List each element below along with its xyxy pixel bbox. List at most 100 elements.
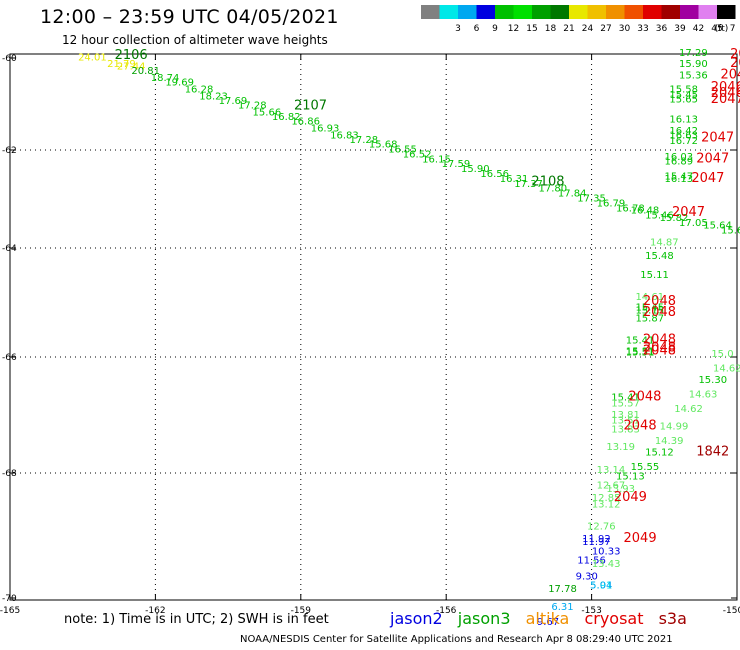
swh-label: 14.63	[689, 390, 718, 401]
swh-label: 15.31	[626, 346, 655, 357]
swh-label: 6.31	[551, 602, 573, 613]
scale-swatch	[439, 5, 458, 19]
scale-label: 33	[637, 24, 648, 34]
scale-label: 24	[582, 24, 594, 34]
swh-label: 14.61	[635, 292, 664, 303]
pass-number-label: 2047	[701, 131, 734, 146]
pass-number-label: 2048	[643, 305, 676, 320]
scale-label: 12	[508, 24, 519, 34]
scale-swatch	[698, 5, 717, 19]
swh-label: 5.91	[590, 581, 612, 592]
swh-label: 15.51	[626, 347, 655, 358]
x-tick-label: -159	[291, 606, 312, 616]
scale-swatch	[532, 5, 551, 19]
y-tick-label: -64	[2, 244, 17, 254]
swh-label: 13.51	[611, 416, 640, 427]
scale-swatch	[513, 5, 532, 19]
pass-number-label: 2046	[730, 56, 740, 71]
swh-label: 24.01	[78, 52, 107, 63]
y-tick-label: -62	[2, 146, 17, 156]
pass-number-label: 2048	[628, 390, 661, 405]
pass-number-label: 2048	[643, 343, 676, 358]
swh-label: 11.97	[582, 537, 611, 548]
scale-swatch	[476, 5, 495, 19]
swh-label: 16.63	[669, 131, 698, 142]
scale-label: 15	[526, 24, 537, 34]
swh-label: 15.41	[611, 393, 640, 404]
swh-label: 15.87	[635, 314, 664, 325]
swh-label: 5.04	[590, 581, 612, 592]
swh-label: 15.45	[635, 303, 664, 314]
swh-label: 9.30	[576, 571, 598, 582]
swh-label: 15.55	[631, 462, 660, 473]
swh-label: 12.85	[592, 493, 621, 504]
swh-label: 15.48	[645, 251, 674, 262]
swh-label: 16.13	[669, 114, 698, 125]
scale-swatch	[550, 5, 569, 19]
swh-label: 15.46	[645, 211, 674, 222]
swh-label: 17.28	[238, 101, 267, 112]
footnote: note: 1) Time is in UTC; 2) SWH is in fe…	[64, 612, 329, 627]
scale-label: 45	[711, 24, 722, 34]
swh-label: 15.6	[721, 225, 740, 236]
swh-label: 14.62	[674, 404, 703, 415]
pass-number-label: 2046	[711, 80, 740, 95]
swh-label: 16.48	[631, 206, 660, 217]
legend-jason2: jason2	[390, 609, 443, 628]
x-tick-label: -153	[581, 606, 601, 616]
scale-label: 36	[656, 24, 668, 34]
scale-label: 6	[474, 24, 480, 34]
scale-label: 18	[545, 24, 557, 34]
swh-label: 13.81	[611, 410, 640, 421]
swh-label: 16.86	[291, 117, 320, 128]
swh-label: 15.58	[669, 85, 698, 96]
scale-swatch	[606, 5, 625, 19]
swh-label: 17.28	[349, 135, 378, 146]
swh-label: 15.66	[253, 108, 282, 119]
swh-label: 17.29	[679, 48, 708, 59]
swh-label: 12.67	[597, 481, 626, 492]
pass-number-label: 2048	[643, 332, 676, 347]
pass-number-label: 2107	[294, 99, 327, 114]
swh-label: 16.55	[388, 144, 417, 155]
swh-label: 16.82	[272, 112, 301, 123]
swh-label: 15.13	[616, 471, 645, 482]
pass-number-label: 2048	[643, 341, 676, 356]
wave-height-color-scale: 36912151821242730333639424570(ft)	[421, 5, 736, 34]
credit-line: NOAA/NESDIS Center for Satellite Applica…	[240, 634, 673, 645]
swh-label: 9.67	[537, 617, 559, 628]
swh-label: 13.14	[597, 465, 626, 476]
scale-swatch	[643, 5, 662, 19]
pass-number-label: 2106	[115, 48, 148, 63]
pass-number-label: 2048	[643, 294, 676, 309]
swh-label: 16.78	[616, 203, 645, 214]
swh-label: 17.84	[558, 189, 587, 200]
scale-swatch	[421, 5, 440, 19]
swh-label: 16.13	[665, 174, 694, 185]
swh-label: 15.65	[669, 95, 698, 106]
swh-label: 13.12	[592, 499, 621, 510]
scale-label: 21	[563, 24, 574, 34]
map-subtitle: 12 hour collection of altimeter wave hei…	[62, 33, 328, 47]
swh-label: 20.81	[131, 66, 160, 77]
scale-swatch	[495, 5, 514, 19]
pass-number-label: 2047	[691, 171, 724, 186]
y-tick-label: -70	[2, 594, 17, 604]
scale-label: 70	[730, 24, 736, 34]
swh-label: 13.83	[611, 424, 640, 435]
swh-label: 15.68	[369, 140, 398, 151]
swh-label: 16.31	[500, 174, 529, 185]
scale-units: (ft)	[715, 24, 729, 34]
swh-label: 15.90	[679, 59, 708, 70]
swh-label: 16.15	[422, 154, 451, 165]
swh-label: 18.23	[199, 91, 228, 102]
swh-label: 16.28	[185, 85, 214, 96]
swh-label: 17.80	[539, 184, 568, 195]
swh-label: 16.52	[403, 149, 432, 160]
swh-label: 15.15	[635, 305, 664, 316]
x-tick-label: -156	[436, 606, 457, 616]
scale-swatch	[569, 5, 588, 19]
legend-jason3: jason3	[457, 609, 511, 628]
swh-label: 15.36	[679, 71, 708, 82]
scale-swatch	[458, 5, 477, 19]
